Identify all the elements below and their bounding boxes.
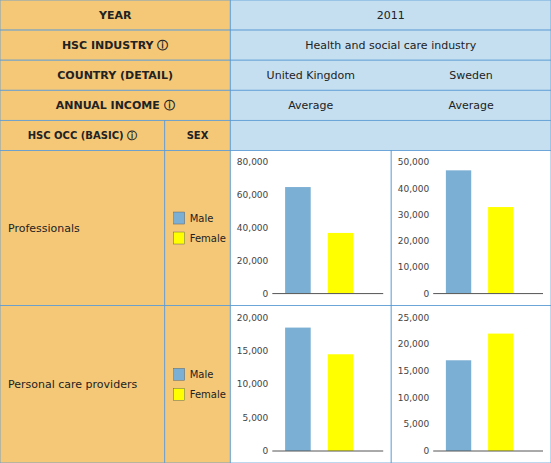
bar (328, 354, 354, 451)
bar-chart: 0 20,000 40,000 60,000 80,000 (237, 157, 383, 298)
header-cell (0, 60, 230, 90)
tick-label: 15,000 (398, 366, 430, 376)
tick-label: 10,000 (237, 379, 269, 389)
bars (446, 170, 514, 293)
bars (285, 328, 353, 451)
tick-label: 0 (263, 289, 269, 299)
legend-entry: Female (190, 389, 226, 400)
tick-label: 30,000 (398, 210, 430, 220)
bars (285, 187, 353, 294)
header-cell (0, 0, 230, 30)
tick-label: 0 (263, 446, 269, 456)
x-axis-line (272, 451, 383, 452)
tick-label: 5,000 (243, 413, 269, 423)
bar-chart: 0 5,000 10,000 15,000 20,000 (237, 313, 383, 456)
bar (488, 334, 513, 451)
bars (446, 334, 514, 451)
header-label: SEX (187, 130, 209, 141)
x-axis-line (433, 293, 543, 294)
header-cell (230, 0, 551, 30)
legend-swatch (174, 212, 185, 224)
legend-swatch (174, 368, 185, 380)
header-cell (230, 60, 551, 90)
tick-label: 25,000 (398, 313, 430, 323)
header-cell (0, 90, 230, 120)
legend-entry: Male (190, 213, 214, 224)
legend-entry: Male (190, 369, 214, 380)
column-subtitle: Average (449, 99, 494, 112)
table-chart: YEAR 2011 HSC INDUSTRY ⓘ Health and social … (0, 0, 551, 463)
tick-label: 80,000 (237, 157, 269, 167)
row-cell (0, 306, 165, 463)
row-cell (165, 150, 231, 305)
bar-chart: 0 5,000 10,000 15,000 20,000 25,000 (398, 313, 543, 456)
header-label: HSC OCC (BASIC) ⓘ (28, 130, 137, 141)
tick-label: 20,000 (237, 256, 269, 266)
bar (285, 328, 311, 451)
tick-label: 0 (423, 289, 429, 299)
bar (285, 187, 311, 294)
header-cell (0, 120, 165, 150)
row-cell (165, 306, 231, 463)
tick-label: 40,000 (398, 184, 430, 194)
tick-label: 5,000 (403, 419, 429, 429)
bar (328, 233, 354, 294)
legend-entry: Female (190, 233, 226, 244)
tick-label: 50,000 (398, 157, 430, 167)
tick-label: 20,000 (398, 339, 430, 349)
header-value: Health and social care industry (305, 39, 477, 52)
tick-label: 20,000 (237, 313, 269, 323)
tick-label: 10,000 (398, 393, 430, 403)
row-cell (0, 150, 165, 305)
legend-swatch (174, 388, 185, 400)
column-title: United Kingdom (267, 69, 355, 82)
header-label: ANNUAL INCOME ⓘ (56, 99, 175, 112)
header-cell (165, 120, 231, 150)
chart-cell (230, 150, 391, 305)
tick-label: 0 (423, 446, 429, 456)
tick-label: 15,000 (237, 346, 269, 356)
header-label: YEAR (98, 9, 132, 22)
tick-label: 20,000 (398, 236, 430, 246)
header-cell (230, 120, 551, 150)
chart-cell (391, 306, 551, 463)
x-axis-line (272, 293, 383, 294)
x-axis-line (433, 451, 543, 452)
row-label: Professionals (8, 222, 80, 235)
bar-chart: 0 10,000 20,000 30,000 40,000 50,000 (398, 157, 543, 298)
column-subtitle: Average (288, 99, 333, 112)
tick-label: 60,000 (237, 190, 269, 200)
header-cell (0, 30, 230, 60)
tick-label: 10,000 (398, 262, 430, 272)
bar (446, 170, 471, 293)
bar (488, 207, 513, 294)
header-cell (230, 90, 551, 120)
tick-label: 40,000 (237, 223, 269, 233)
header-label: COUNTRY (DETAIL) (57, 69, 173, 82)
bar (446, 360, 471, 451)
chart-cell (391, 150, 551, 305)
chart-cell (230, 306, 391, 463)
header-value: 2011 (377, 9, 405, 22)
legend-swatch (174, 232, 185, 244)
column-title: Sweden (449, 69, 492, 82)
row-label: Personal care providers (8, 378, 137, 391)
header-label: HSC INDUSTRY ⓘ (62, 39, 168, 52)
header-cell (230, 30, 551, 60)
